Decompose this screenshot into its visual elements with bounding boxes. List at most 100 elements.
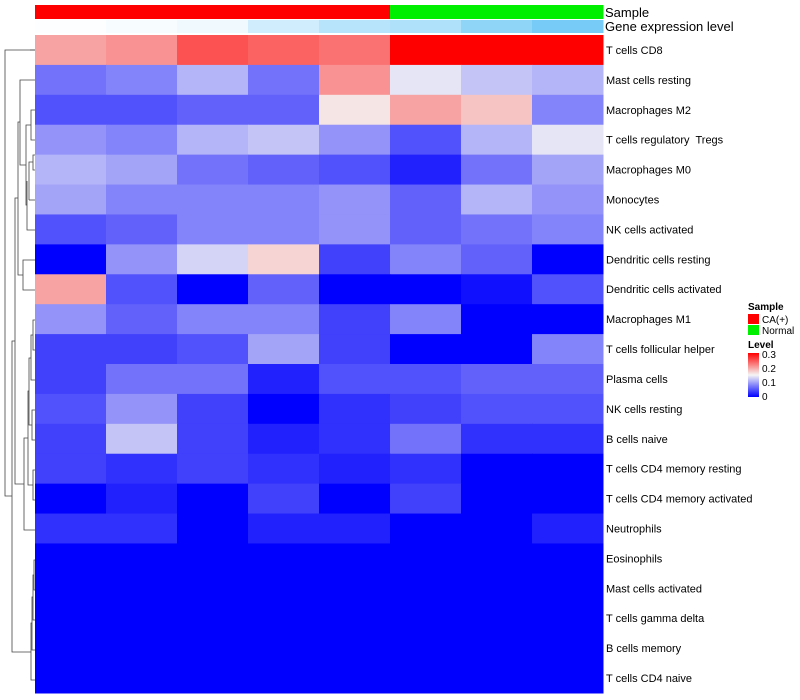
- sample-annotation-cell: [532, 5, 604, 19]
- heatmap-cell: [461, 214, 533, 245]
- heatmap-cell: [177, 214, 249, 245]
- heatmap-cell: [248, 633, 320, 664]
- legend: Sample CA(+) Normal Level 0.3 0.2 0.1 0: [748, 302, 794, 403]
- row-label: T cells CD4 naive: [606, 673, 692, 685]
- heatmap-cell: [177, 124, 249, 156]
- heatmap-cell: [106, 483, 178, 515]
- heatmap-cell: [106, 573, 178, 604]
- heatmap-cell: [532, 573, 604, 604]
- row-label: B cells memory: [606, 643, 682, 655]
- heatmap-cell: [35, 184, 107, 215]
- heatmap-cell: [106, 274, 178, 305]
- heatmap-cell: [390, 94, 462, 126]
- heatmap-cell: [106, 633, 178, 664]
- heatmap-cell: [248, 154, 320, 186]
- heatmap-cell: [319, 244, 391, 275]
- row-label: Macrophages M1: [606, 314, 691, 326]
- heatmap-cell: [319, 124, 391, 156]
- row-label: NK cells resting: [606, 404, 682, 416]
- heatmap-cell: [106, 603, 178, 634]
- heatmap-cells: [35, 35, 604, 694]
- heatmap-cell: [106, 214, 178, 245]
- row-label: Plasma cells: [606, 374, 668, 386]
- heatmap-cell: [532, 214, 604, 245]
- heatmap-cell: [319, 453, 391, 485]
- heatmap-cell: [532, 423, 604, 455]
- heatmap-cell: [35, 94, 107, 126]
- heatmap-cell: [390, 64, 462, 96]
- legend-level-tick-1: 0.2: [762, 364, 776, 375]
- heatmap-cell: [177, 663, 249, 694]
- heatmap-cell: [177, 94, 249, 126]
- row-label: Monocytes: [606, 195, 660, 207]
- legend-swatch-ca: [748, 314, 759, 324]
- heatmap-cell: [35, 154, 107, 186]
- legend-label-normal: Normal: [762, 326, 794, 337]
- heatmap-cell: [177, 513, 249, 544]
- heatmap-cell: [461, 633, 533, 664]
- gene-expression-annotation-cell: [390, 20, 462, 33]
- heatmap-cell: [390, 35, 462, 66]
- row-label: T cells regulatory Tregs: [606, 135, 724, 147]
- heatmap-cell: [248, 483, 320, 515]
- heatmap-cell: [177, 483, 249, 515]
- heatmap-cell: [319, 304, 391, 335]
- heatmap-cell: [532, 513, 604, 544]
- gene-expression-annotation-cell: [319, 20, 391, 33]
- sample-annotation-cell: [319, 5, 391, 19]
- heatmap-cell: [177, 364, 249, 395]
- heatmap-cell: [106, 663, 178, 694]
- heatmap-cell: [35, 244, 107, 275]
- heatmap-cell: [106, 154, 178, 186]
- heatmap-cell: [248, 573, 320, 604]
- heatmap-cell: [319, 603, 391, 634]
- heatmap-cell: [106, 364, 178, 395]
- heatmap-cell: [532, 244, 604, 275]
- heatmap-cell: [461, 453, 533, 485]
- heatmap-cell: [35, 453, 107, 485]
- heatmap-cell: [35, 214, 107, 245]
- heatmap-cell: [248, 364, 320, 395]
- heatmap-cell: [532, 483, 604, 515]
- row-label: Neutrophils: [606, 524, 662, 536]
- legend-level-tick-0: 0.3: [762, 350, 776, 361]
- heatmap-cell: [319, 483, 391, 515]
- heatmap-cell: [319, 633, 391, 664]
- row-label: T cells CD4 memory resting: [606, 464, 742, 476]
- legend-level-tick-3: 0: [762, 392, 768, 403]
- heatmap-cell: [532, 393, 604, 425]
- heatmap-cell: [35, 64, 107, 96]
- heatmap-cell: [319, 543, 391, 574]
- heatmap-cell: [106, 334, 178, 365]
- heatmap-cell: [106, 453, 178, 485]
- heatmap-cell: [461, 304, 533, 335]
- heatmap-cell: [177, 274, 249, 305]
- heatmap-cell: [319, 94, 391, 126]
- heatmap-cell: [106, 543, 178, 574]
- heatmap-cell: [461, 603, 533, 634]
- row-label: T cells follicular helper: [606, 344, 715, 356]
- heatmap-cell: [532, 94, 604, 126]
- heatmap-cell: [248, 274, 320, 305]
- heatmap-cell: [106, 423, 178, 455]
- heatmap-cell: [319, 274, 391, 305]
- row-label: Dendritic cells resting: [606, 254, 711, 266]
- row-label: Eosinophils: [606, 553, 663, 565]
- heatmap-cell: [35, 35, 107, 66]
- heatmap-cell: [532, 364, 604, 395]
- heatmap-cell: [319, 35, 391, 66]
- heatmap-cell: [532, 603, 604, 634]
- heatmap-cell: [248, 513, 320, 544]
- heatmap-cell: [319, 154, 391, 186]
- heatmap-cell: [532, 274, 604, 305]
- heatmap-cell: [390, 663, 462, 694]
- heatmap-cell: [390, 573, 462, 604]
- gene-expression-annotation-cell: [177, 20, 249, 33]
- heatmap-cell: [177, 543, 249, 574]
- heatmap-cell: [532, 543, 604, 574]
- sample-annotation-bar: [35, 5, 604, 19]
- heatmap-cell: [461, 64, 533, 96]
- heatmap-cell: [177, 423, 249, 455]
- heatmap-cell: [319, 513, 391, 544]
